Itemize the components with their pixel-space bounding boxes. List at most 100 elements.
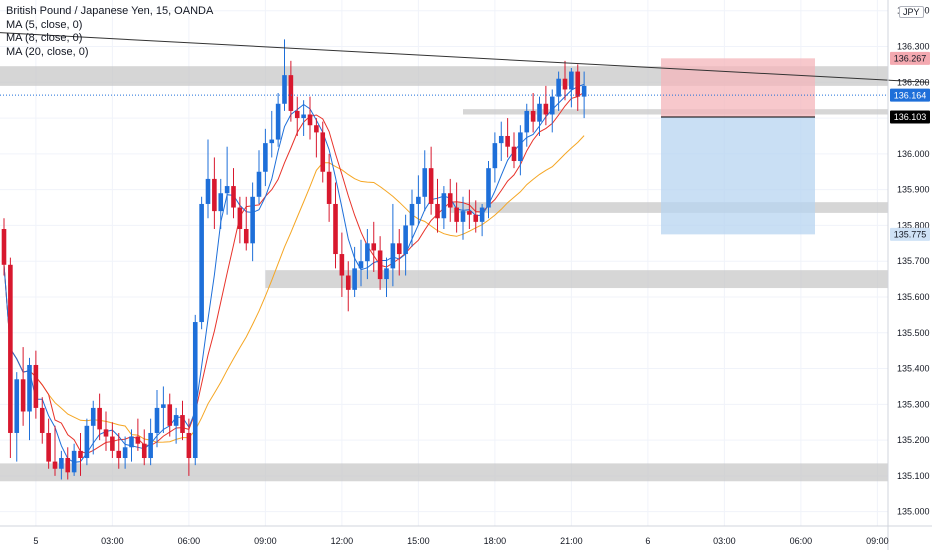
candle-body	[78, 450, 83, 459]
candle-body	[396, 243, 402, 255]
price-axis[interactable]: 135.000 135.100 135.200 135.300 135.400 135.5…	[887, 0, 930, 550]
ma8-legend[interactable]: MA (8, close, 0)	[6, 32, 83, 44]
candle-body	[250, 196, 255, 244]
candle-body	[65, 458, 71, 473]
candle-body	[263, 143, 268, 172]
candle-body	[326, 171, 332, 204]
candle-body	[352, 268, 357, 290]
price-tick-label: 136.000	[897, 149, 930, 159]
candle-body	[320, 132, 326, 172]
candle-body	[173, 415, 179, 426]
price-tick-label: 135.500	[897, 328, 930, 338]
candle-body	[518, 132, 523, 162]
candle-body	[422, 168, 428, 197]
candle-body	[20, 379, 26, 412]
ma20-legend[interactable]: MA (20, close, 0)	[6, 45, 89, 58]
candle-body	[530, 110, 536, 122]
candle-body	[180, 415, 185, 433]
candle-body	[339, 254, 345, 276]
time-tick-label: 03:00	[101, 536, 124, 546]
candle-body	[486, 168, 491, 208]
candle-body	[237, 207, 243, 230]
candle-body	[212, 178, 217, 212]
candle-body	[371, 243, 377, 251]
candle-body	[307, 114, 313, 126]
candle-body	[161, 404, 166, 408]
candle-body	[116, 450, 122, 459]
candle-body	[492, 143, 498, 169]
price-tag-label: 136.164	[894, 90, 927, 100]
candle-body	[479, 207, 485, 222]
candle-body	[384, 268, 389, 280]
time-tick-label: 06:00	[178, 536, 201, 546]
price-tick-label: 135.400	[897, 364, 930, 374]
candle-body	[569, 71, 574, 90]
candle-body	[186, 432, 192, 459]
ma20-line	[3, 135, 585, 443]
candle-body	[294, 110, 300, 119]
candle-body	[218, 193, 224, 212]
candle-body	[403, 225, 408, 255]
candle-body	[275, 103, 281, 140]
price-tick-label: 135.600	[897, 292, 930, 302]
currency-label[interactable]: JPY	[899, 6, 924, 18]
candle-body	[358, 261, 364, 269]
candle-body	[141, 443, 147, 459]
candle-body	[345, 275, 351, 290]
candle-body	[103, 429, 109, 437]
trendline[interactable]	[0, 32, 929, 83]
short-position-tool[interactable]	[661, 58, 815, 235]
candle-body	[122, 447, 128, 459]
candle-body	[27, 364, 32, 412]
take-profit-zone	[661, 117, 815, 235]
price-tick-label: 135.100	[897, 471, 930, 481]
candle-body	[224, 186, 230, 194]
price-tick-label: 135.300	[897, 399, 930, 409]
candle-body	[333, 203, 338, 255]
time-tick-label: 06:00	[790, 536, 813, 546]
symbol-title[interactable]: British Pound / Japanese Yen, 15, OANDA	[6, 5, 214, 17]
candle-body	[473, 214, 479, 222]
candle-body	[39, 407, 45, 433]
time-tick-label: 6	[645, 536, 650, 546]
candle-body	[549, 96, 555, 115]
price-tick-label: 135.800	[897, 220, 930, 230]
time-axis[interactable]: 5 03:00 06:00 09:00 12:00 15:00 18:00 21:00 6 03:…	[0, 525, 932, 546]
candlestick-series	[1, 39, 587, 480]
price-tag-label: 135.775	[894, 230, 927, 240]
candle-body	[256, 171, 262, 197]
resistance-trendline	[0, 32, 929, 83]
time-tick-label: 5	[33, 536, 38, 546]
candle-body	[282, 75, 287, 104]
candle-body	[129, 436, 134, 448]
price-tick-label: 136.300	[897, 42, 930, 52]
candle-body	[441, 193, 447, 219]
candle-body	[454, 207, 459, 222]
candle-body	[84, 425, 90, 459]
price-tick-label: 136.200	[897, 77, 930, 87]
candle-body	[52, 461, 58, 469]
price-tick-label: 135.200	[897, 435, 930, 445]
price-tag-label: 136.267	[894, 54, 927, 64]
candle-body	[524, 110, 530, 133]
candle-body	[110, 436, 115, 451]
candle-body	[428, 168, 434, 204]
candle-body	[511, 146, 517, 162]
candle-body	[135, 436, 141, 444]
price-tag-box	[890, 110, 930, 124]
candle-body	[390, 243, 396, 269]
price-tag-box	[890, 51, 930, 65]
candle-body	[505, 135, 510, 147]
stop-loss-zone	[661, 58, 815, 118]
candle-body	[192, 322, 198, 459]
price-tick-label: 135.900	[897, 185, 930, 195]
candle-body	[556, 78, 561, 97]
ma5-legend[interactable]: MA (5, close, 0)	[6, 18, 83, 31]
candle-body	[447, 193, 453, 208]
price-tag-box	[890, 88, 930, 102]
candle-body	[14, 379, 20, 433]
price-tags: 136.267 136.164 136.103 135.775	[890, 51, 930, 241]
price-zone	[0, 463, 888, 482]
price-tag-box	[890, 227, 930, 241]
